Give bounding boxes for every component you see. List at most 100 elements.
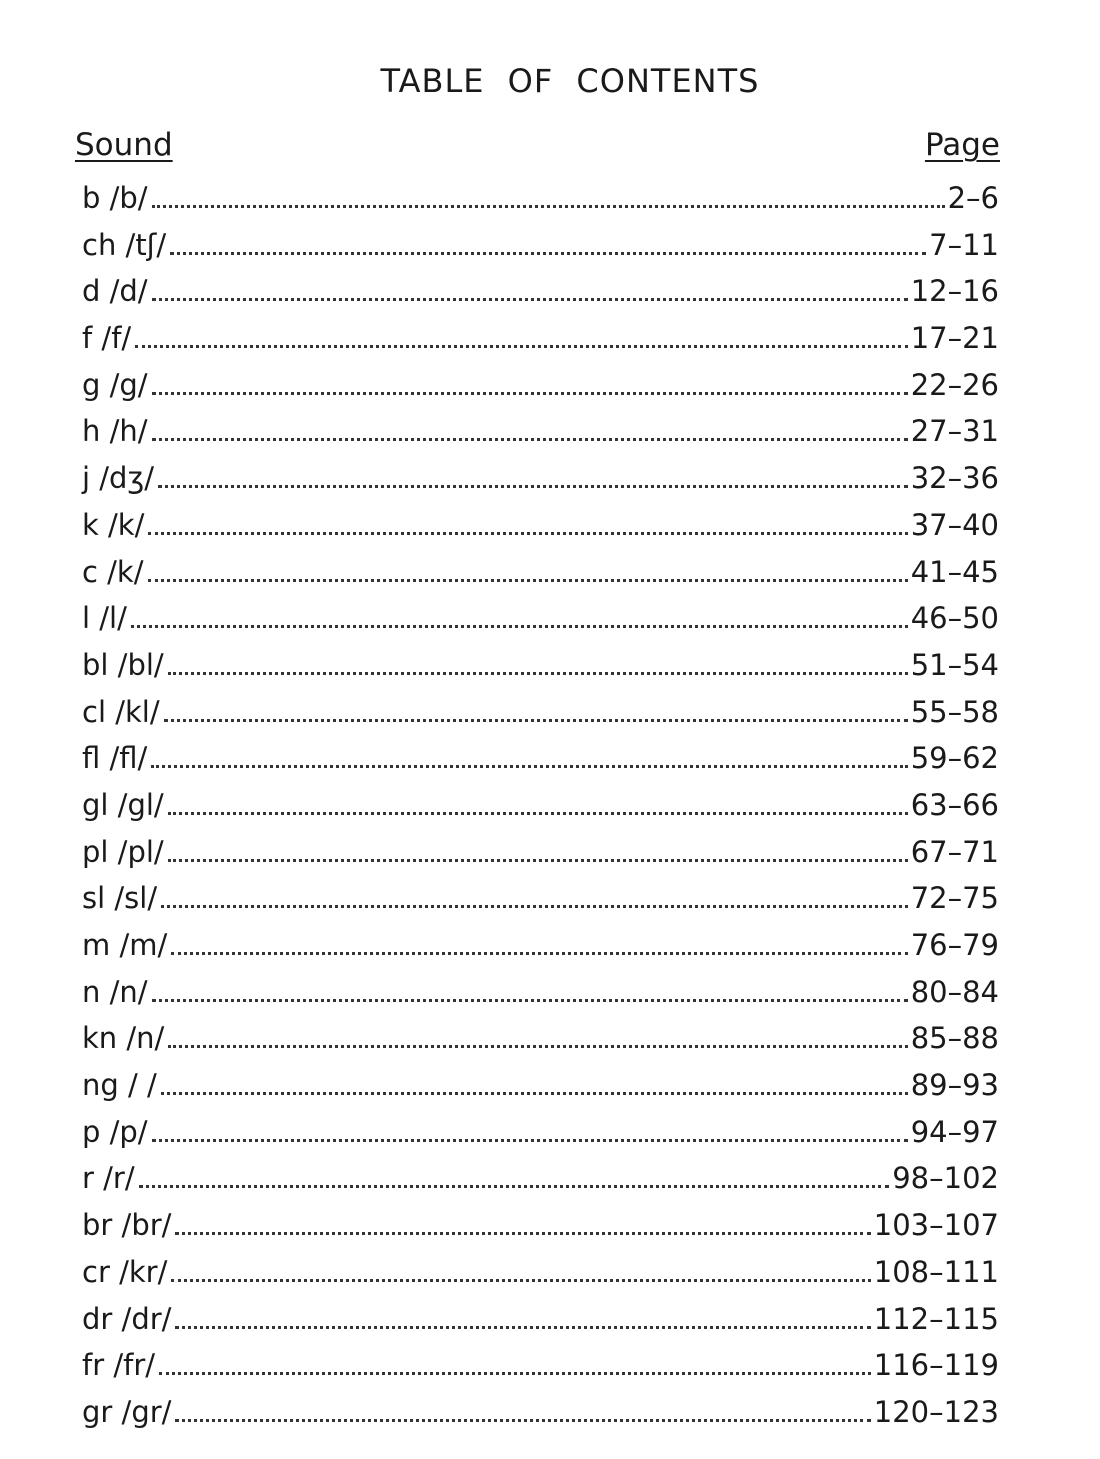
toc-list: b /b/2–6 ch /tʃ/7–11 d /d/12–16 f /f/17–21 g… <box>82 178 999 1439</box>
entry-sound: dr /dr/ <box>82 1301 172 1336</box>
toc-entry: cr /kr/108–111 <box>82 1252 999 1299</box>
dot-leader <box>167 858 908 862</box>
entry-sound: b /b/ <box>82 181 148 215</box>
entry-page-range: 12–16 <box>910 274 999 309</box>
entry-sound: ng / / <box>82 1068 157 1103</box>
entry-sound: sl /sl/ <box>82 881 158 916</box>
page-title: TABLE OF CONTENTS <box>380 62 760 100</box>
toc-entry: kn /n/85–88 <box>82 1018 999 1065</box>
entry-sound: br /br/ <box>82 1208 172 1243</box>
entry-page-range: 17–21 <box>910 321 999 356</box>
toc-entry: d /d/12–16 <box>82 271 999 318</box>
dot-leader <box>171 952 908 955</box>
toc-entry: br /br/103–107 <box>82 1205 999 1252</box>
entry-page-range: 76–79 <box>910 928 999 962</box>
toc-entry: k /k/37–40 <box>82 505 999 552</box>
dot-leader <box>163 718 908 722</box>
toc-entry: fl /fl/59–62 <box>82 738 999 785</box>
entry-page-range: 103–107 <box>873 1208 999 1243</box>
entry-sound: f /f/ <box>82 321 132 356</box>
toc-entry: n /n/80–84 <box>82 972 999 1019</box>
entry-page-range: 108–111 <box>873 1254 999 1289</box>
toc-entry: c /k/41–45 <box>82 552 999 599</box>
toc-entry: pl /pl/67–71 <box>82 832 999 879</box>
entry-sound: m /m/ <box>82 928 168 962</box>
toc-entry: h /h/27–31 <box>82 411 999 458</box>
entry-sound: cr /kr/ <box>82 1254 168 1289</box>
toc-entry: p /p/94–97 <box>82 1112 999 1159</box>
dot-leader <box>175 1325 871 1329</box>
dot-leader <box>147 578 908 582</box>
entry-page-range: 63–66 <box>910 787 999 822</box>
entry-page-range: 89–93 <box>910 1068 999 1103</box>
dot-leader <box>167 811 908 815</box>
dot-leader <box>171 1278 871 1282</box>
toc-entry: ch /tʃ/7–11 <box>82 225 999 272</box>
entry-sound: p /p/ <box>82 1114 148 1149</box>
dot-leader <box>151 765 908 769</box>
entry-page-range: 59–62 <box>910 741 999 776</box>
sound-column-header: Sound <box>75 127 173 163</box>
entry-page-range: 85–88 <box>910 1021 999 1056</box>
entry-sound: g /g/ <box>82 367 148 402</box>
entry-sound: n /n/ <box>82 974 148 1009</box>
entry-page-range: 94–97 <box>910 1114 999 1149</box>
toc-entry: j /dʒ/32–36 <box>82 458 999 505</box>
toc-entry: b /b/2–6 <box>82 178 999 225</box>
dot-leader <box>135 345 908 349</box>
toc-entry: l /l/46–50 <box>82 598 999 645</box>
toc-entry: ng / / 89–93 <box>82 1065 999 1112</box>
entry-page-range: 7–11 <box>929 227 999 262</box>
toc-entry: gl /gl/63–66 <box>82 785 999 832</box>
dot-leader <box>151 298 908 302</box>
entry-page-range: 112–115 <box>873 1301 999 1336</box>
entry-sound: fl /fl/ <box>82 741 148 776</box>
dot-leader <box>151 1138 908 1142</box>
dot-leader <box>151 438 908 442</box>
dot-leader <box>151 391 908 395</box>
toc-entry: sl /sl/72–75 <box>82 878 999 925</box>
dot-leader <box>170 251 927 255</box>
entry-sound: bl /bl/ <box>82 647 164 682</box>
dot-leader <box>175 1232 871 1236</box>
entry-sound: k /k/ <box>82 507 145 542</box>
dot-leader <box>160 1092 908 1096</box>
entry-sound: j /dʒ/ <box>82 461 154 496</box>
dot-leader <box>161 905 908 909</box>
entry-sound: pl /pl/ <box>82 834 164 869</box>
entry-page-range: 67–71 <box>910 834 999 869</box>
entry-sound: r /r/ <box>82 1161 135 1196</box>
toc-entry: cl /kl/55–58 <box>82 692 999 739</box>
entry-sound: ch /tʃ/ <box>82 227 167 262</box>
entry-sound: gl /gl/ <box>82 787 164 822</box>
entry-sound: kn /n/ <box>82 1021 165 1056</box>
entry-page-range: 37–40 <box>910 507 999 542</box>
entry-page-range: 98–102 <box>892 1161 999 1196</box>
dot-leader <box>175 1418 871 1422</box>
dot-leader <box>157 485 908 489</box>
entry-page-range: 55–58 <box>910 694 999 729</box>
dot-leader <box>151 998 908 1002</box>
entry-page-range: 80–84 <box>910 974 999 1009</box>
dot-leader <box>151 205 945 208</box>
toc-entry: f /f/17–21 <box>82 318 999 365</box>
toc-entry: r /r/98–102 <box>82 1158 999 1205</box>
entry-page-range: 51–54 <box>910 647 999 682</box>
dot-leader <box>148 531 908 535</box>
toc-entry: fr /fr/116–119 <box>82 1345 999 1392</box>
entry-sound: d /d/ <box>82 274 148 309</box>
entry-sound: l /l/ <box>82 601 127 636</box>
entry-page-range: 2–6 <box>947 181 999 215</box>
toc-entry: dr /dr/112–115 <box>82 1299 999 1346</box>
entry-page-range: 72–75 <box>910 881 999 916</box>
toc-entry: gr /gr/120–123 <box>82 1392 999 1439</box>
dot-leader <box>138 1185 890 1189</box>
entry-sound: h /h/ <box>82 414 148 449</box>
dot-leader <box>159 1372 871 1376</box>
entry-page-range: 22–26 <box>910 367 999 402</box>
dot-leader <box>167 671 908 675</box>
dot-leader <box>130 625 908 629</box>
entry-page-range: 32–36 <box>910 461 999 496</box>
entry-page-range: 116–119 <box>873 1348 999 1383</box>
toc-entry: m /m/76–79 <box>82 925 999 972</box>
